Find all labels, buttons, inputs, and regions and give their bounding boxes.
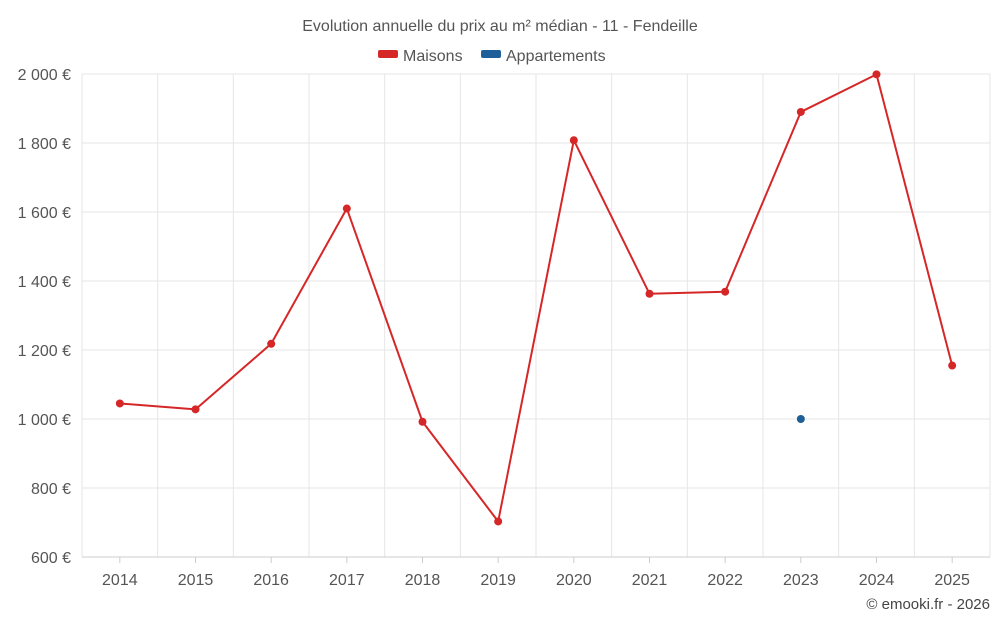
data-point-appartements-2023[interactable] bbox=[796, 415, 805, 423]
data-point-maisons-2014[interactable] bbox=[115, 399, 124, 408]
x-tick-label: 2014 bbox=[102, 572, 138, 589]
legend-item-appartements[interactable]: Appartements bbox=[481, 48, 606, 65]
series-maisons bbox=[115, 70, 957, 526]
credit-text: © emooki.fr - 2026 bbox=[866, 596, 990, 613]
legend-item-maisons[interactable]: Maisons bbox=[378, 48, 463, 65]
data-point-maisons-2022[interactable] bbox=[721, 287, 730, 296]
x-tick-label: 2015 bbox=[178, 572, 214, 589]
data-point-maisons-2018[interactable] bbox=[418, 417, 427, 426]
y-tick-label: 2 000 € bbox=[18, 67, 71, 84]
x-tick-label: 2024 bbox=[859, 572, 895, 589]
y-tick-label: 800 € bbox=[31, 481, 71, 498]
series-appartements bbox=[796, 415, 805, 423]
x-tick-label: 2023 bbox=[783, 572, 819, 589]
x-tick-label: 2020 bbox=[556, 572, 592, 589]
legend: Maisons Appartements bbox=[378, 48, 606, 65]
data-point-maisons-2020[interactable] bbox=[569, 136, 578, 145]
data-point-maisons-2024[interactable] bbox=[872, 70, 881, 79]
series-line-maisons bbox=[119, 73, 954, 523]
x-tick-label: 2017 bbox=[329, 572, 365, 589]
data-point-maisons-2019[interactable] bbox=[494, 517, 503, 526]
series bbox=[115, 70, 957, 526]
x-tick-label: 2021 bbox=[632, 572, 668, 589]
grid bbox=[81, 73, 991, 557]
data-point-maisons-2015[interactable] bbox=[191, 405, 200, 414]
legend-label-maisons: Maisons bbox=[403, 48, 463, 65]
x-tick-label: 2022 bbox=[707, 572, 743, 589]
y-tick-label: 1 800 € bbox=[18, 136, 71, 153]
legend-swatch-appartements bbox=[481, 50, 501, 58]
y-tick-label: 1 600 € bbox=[18, 205, 71, 222]
chart-title: Evolution annuelle du prix au m² médian … bbox=[302, 18, 698, 35]
data-point-maisons-2017[interactable] bbox=[342, 204, 351, 213]
data-point-maisons-2025[interactable] bbox=[948, 361, 957, 370]
legend-swatch-maisons bbox=[378, 50, 398, 58]
legend-label-appartements: Appartements bbox=[506, 48, 606, 65]
y-tick-label: 600 € bbox=[31, 550, 71, 567]
data-point-maisons-2021[interactable] bbox=[645, 289, 654, 298]
x-tick-label: 2016 bbox=[253, 572, 289, 589]
y-tick-label: 1 000 € bbox=[18, 412, 71, 429]
y-tick-label: 1 200 € bbox=[18, 343, 71, 360]
axes: 600 € 800 € 1 000 € 1 200 € 1 400 € 1 600 € 1 … bbox=[18, 67, 990, 589]
x-tick-label: 2025 bbox=[934, 572, 970, 589]
y-tick-label: 1 400 € bbox=[18, 274, 71, 291]
x-tick-label: 2018 bbox=[405, 572, 441, 589]
data-point-maisons-2016[interactable] bbox=[267, 339, 276, 348]
data-point-maisons-2023[interactable] bbox=[796, 107, 805, 116]
x-tick-label: 2019 bbox=[480, 572, 516, 589]
